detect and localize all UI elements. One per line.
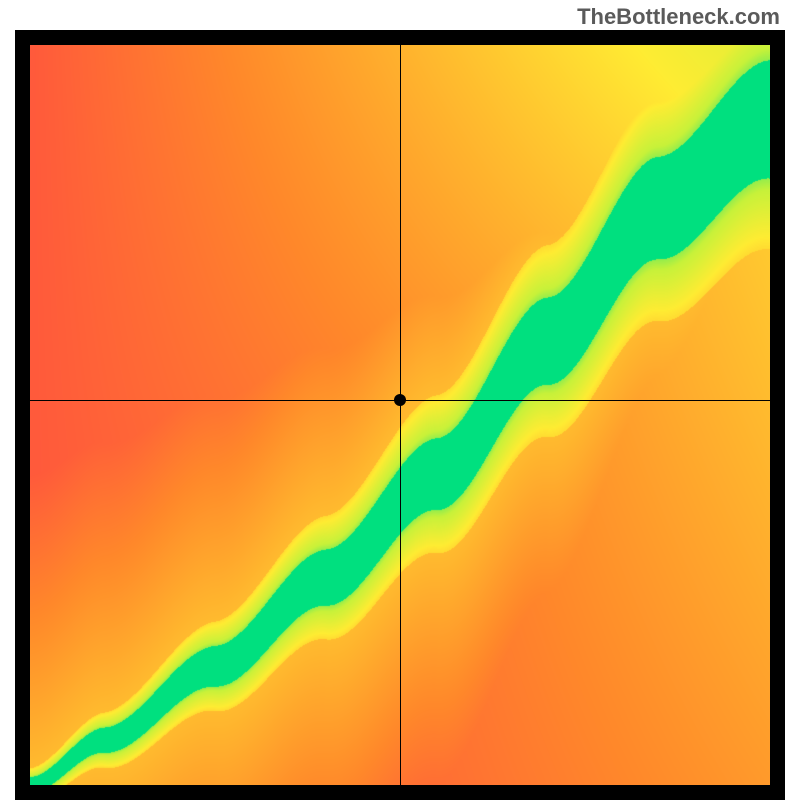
crosshair-marker	[394, 394, 406, 406]
chart-frame	[15, 30, 785, 800]
watermark-label: TheBottleneck.com	[577, 4, 780, 30]
crosshair-vertical	[400, 45, 401, 785]
plot-area	[30, 45, 770, 785]
